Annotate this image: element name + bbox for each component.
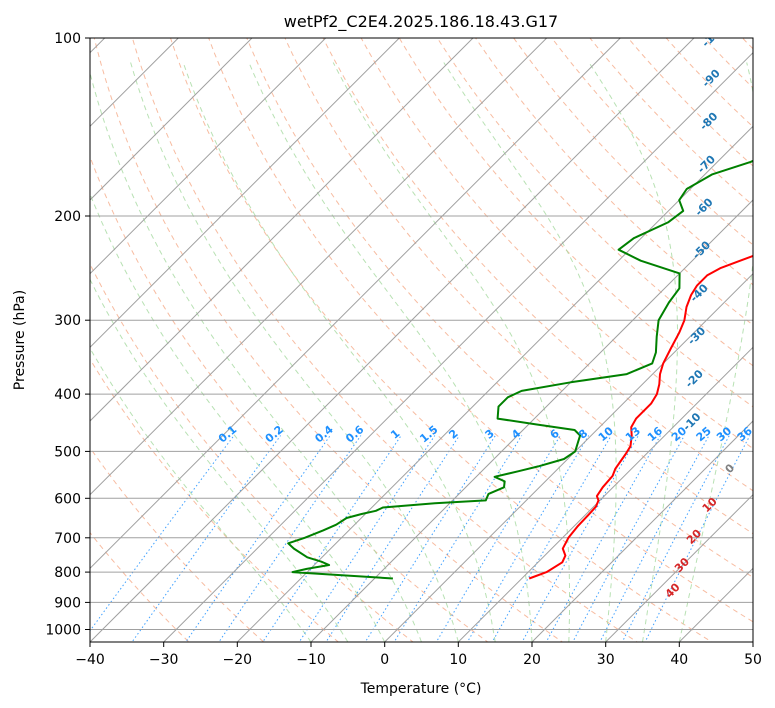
dry-adiabat-line (322, 38, 753, 492)
y-tick-label: 100 (54, 31, 81, 47)
y-tick-label: 700 (54, 531, 81, 547)
mixing-ratio-line (185, 435, 331, 642)
mixing-ratio-line (491, 435, 612, 642)
isotherm-line (310, 199, 753, 642)
dry-adiabat-line (665, 38, 753, 128)
dewpoint-line (287, 159, 753, 580)
moist-adiabat-line (588, 62, 678, 642)
grid-lines (90, 38, 753, 642)
dry-adiabat-line (551, 38, 753, 246)
isotherm-line (236, 125, 753, 642)
dry-adiabat-line (131, 38, 638, 642)
x-tick-label: −40 (75, 652, 105, 668)
isotherm-line (90, 38, 327, 275)
y-axis: 100 200 300 400 500 600 700 800 900 1000 (45, 31, 90, 639)
chart-title: wetPf2_C2E4.2025.186.18.43.G17 (284, 12, 558, 32)
isotherm-line (457, 346, 753, 642)
dry-adiabat-line (246, 38, 753, 578)
dry-adiabat-label: -100 (699, 21, 728, 50)
x-tick-label: 50 (744, 652, 762, 668)
dry-adiabat-line (436, 38, 753, 367)
moist-adiabat-line (332, 62, 570, 642)
x-tick-label: 40 (670, 652, 688, 668)
dry-adiabat-line (90, 531, 190, 642)
plot-area (90, 38, 753, 642)
isotherm-line (605, 493, 753, 642)
x-tick-label: −30 (149, 652, 179, 668)
moist-adiabat-line (90, 192, 386, 642)
y-tick-label: 1000 (45, 623, 81, 639)
x-tick-label: −10 (296, 652, 326, 668)
mixing-ratio-line (298, 435, 436, 642)
y-tick-label: 900 (54, 595, 81, 611)
mixing-ratio-line (325, 435, 460, 642)
moist-adiabat-line (90, 278, 349, 642)
dry-adiabat-line (513, 38, 753, 286)
x-axis: −40 −30 −20 −10 0 10 20 30 40 50 (75, 642, 762, 668)
background-reference-lines (90, 38, 753, 642)
dry-adiabat-line (208, 38, 753, 623)
y-tick-label: 500 (54, 444, 81, 460)
isotherm-line (90, 38, 253, 201)
mixing-ratio-line (90, 435, 235, 632)
y-tick-label: 800 (54, 565, 81, 581)
dry-adiabat-line (90, 155, 489, 642)
mixing-ratio-line (572, 435, 685, 642)
x-tick-label: 10 (449, 652, 467, 668)
x-axis-label: Temperature (°C) (360, 681, 482, 697)
isotherm-line (90, 38, 474, 422)
mixing-ratio-line (131, 435, 282, 642)
mixing-ratio-line (218, 435, 362, 642)
moist-adiabat-line (182, 62, 496, 642)
y-tick-label: 600 (54, 491, 81, 507)
moist-adiabat-line (90, 70, 422, 642)
temperature-line (528, 254, 753, 580)
x-tick-label: 0 (380, 652, 389, 668)
sounding-profiles (287, 159, 753, 580)
mixing-ratio-line (599, 435, 710, 642)
moist-adiabat-line (130, 62, 459, 642)
dry-adiabat-line (170, 38, 713, 642)
dry-adiabat-line (474, 38, 753, 326)
isotherm-line (531, 420, 753, 642)
moist-adiabat-line (248, 62, 533, 642)
y-tick-label: 200 (54, 209, 81, 225)
x-tick-label: 20 (523, 652, 541, 668)
isotherm-line (384, 272, 753, 642)
x-tick-label: 30 (597, 652, 615, 668)
mixing-ratio-line (521, 435, 639, 642)
dry-adiabat-line (284, 38, 753, 535)
y-tick-label: 300 (54, 313, 81, 329)
dry-adiabat-line (90, 262, 414, 642)
isotherm-line (163, 51, 753, 642)
mixing-ratio-line (621, 435, 730, 642)
plot-frame (89, 37, 754, 643)
mixing-ratio-line (644, 435, 751, 642)
isotherm-line (90, 38, 400, 349)
isotherm-line (90, 38, 621, 570)
mixing-ratio-line (545, 435, 661, 642)
moist-adiabat-line (678, 62, 753, 642)
isotherm-line (90, 38, 695, 642)
mixing-ratio-line (364, 435, 496, 642)
isotherm-line (90, 38, 548, 496)
y-tick-label: 400 (54, 387, 81, 403)
x-tick-label: −20 (223, 652, 253, 668)
y-axis-label: Pressure (hPa) (12, 290, 28, 390)
mixing-ratio-label: 36 (735, 424, 755, 444)
